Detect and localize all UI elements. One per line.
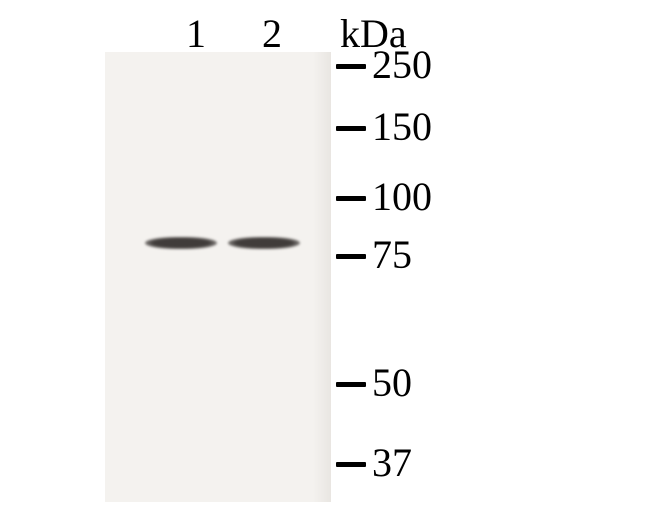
marker-label: 250 [372,41,432,88]
lane-label-2: 2 [252,10,292,57]
marker-label: 37 [372,439,412,486]
marker-dash-icon [336,196,366,201]
marker-label: 75 [372,231,412,278]
marker-label: 150 [372,103,432,150]
marker-label: 100 [372,173,432,220]
marker-dash-icon [336,126,366,131]
marker-dash-icon [336,64,366,69]
band-lane-1 [145,237,217,249]
marker-label: 50 [372,359,412,406]
marker-dash-icon [336,462,366,467]
lane-label-1: 1 [176,10,216,57]
marker-dash-icon [336,254,366,259]
band-lane-2 [228,237,300,249]
marker-dash-icon [336,382,366,387]
western-blot-figure: 12 kDa 250150100755037 [0,0,650,520]
blot-membrane-strip [105,52,331,502]
